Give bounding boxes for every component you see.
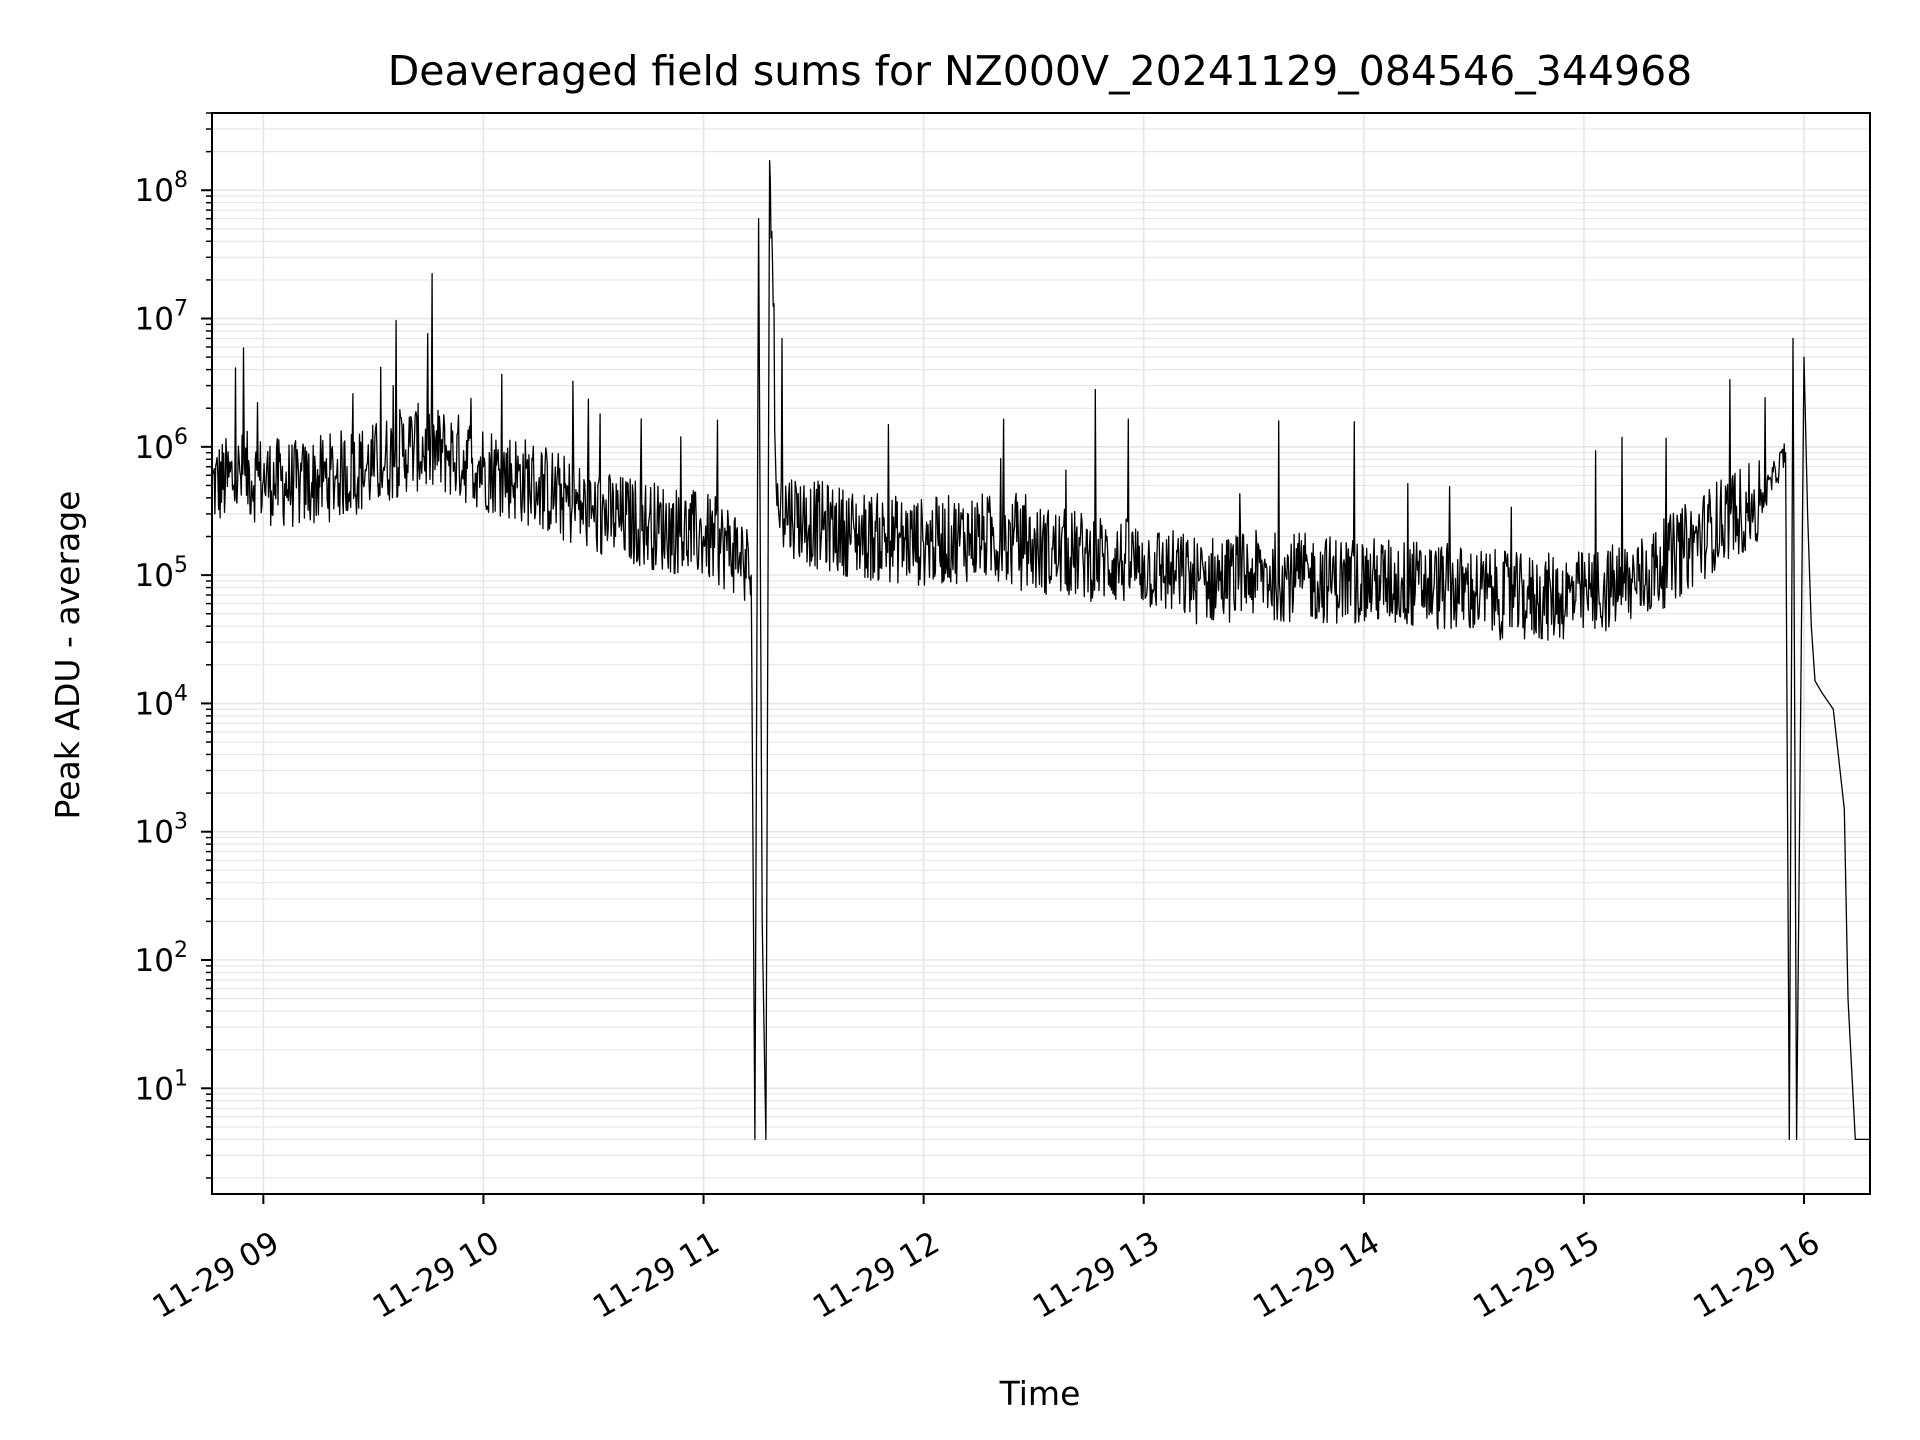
y-tick-label: 107 bbox=[135, 297, 188, 338]
x-tick-label: 11-29 11 bbox=[587, 1225, 726, 1326]
x-axis: 11-29 09 11-29 10 11-29 11 11-29 12 11-29 13… bbox=[147, 1194, 1826, 1326]
y-tick-label: 103 bbox=[135, 810, 188, 851]
x-tick-label: 11-29 14 bbox=[1247, 1225, 1386, 1326]
y-tick-label: 106 bbox=[135, 425, 188, 466]
x-axis-label: Time bbox=[999, 1374, 1081, 1413]
x-tick-label: 11-29 12 bbox=[807, 1225, 946, 1326]
plot-frame bbox=[211, 112, 1871, 1195]
y-tick-label: 105 bbox=[135, 553, 188, 594]
x-tick-label: 11-29 16 bbox=[1687, 1225, 1826, 1326]
y-axis: 101 102 103 104 105 106 107 108 bbox=[135, 112, 212, 1179]
y-tick-label: 108 bbox=[135, 168, 188, 209]
y-tick-label: 102 bbox=[135, 938, 188, 979]
x-tick-label: 11-29 13 bbox=[1027, 1225, 1166, 1326]
x-tick-label: 11-29 10 bbox=[367, 1225, 506, 1326]
series-line bbox=[211, 160, 1870, 1141]
chart-title: Deaveraged field sums for NZ000V_2024112… bbox=[388, 47, 1693, 95]
grid bbox=[212, 112, 1870, 1194]
y-axis-label: Peak ADU - average bbox=[48, 491, 87, 820]
y-tick-label: 104 bbox=[135, 681, 188, 722]
y-tick-label: 101 bbox=[135, 1066, 188, 1107]
x-tick-label: 11-29 09 bbox=[147, 1225, 286, 1326]
x-tick-label: 11-29 15 bbox=[1467, 1225, 1606, 1326]
